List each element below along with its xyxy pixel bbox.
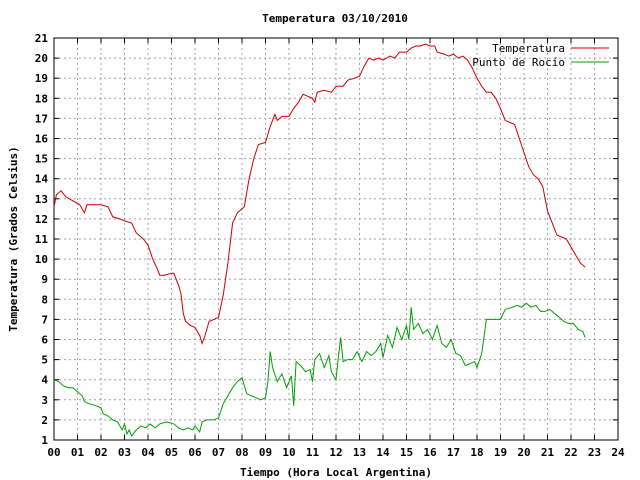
x-tick-label: 17 xyxy=(447,446,460,459)
x-tick-label: 15 xyxy=(400,446,413,459)
y-tick-label: 1 xyxy=(41,434,48,447)
x-axis-ticks: 00 01 02 03 04 05 06 07 08 09 10 11 12 13 14 15 16 17 18 19… xyxy=(47,38,625,459)
x-tick-label: 09 xyxy=(259,446,272,459)
y-tick-label: 13 xyxy=(35,193,48,206)
y-tick-label: 10 xyxy=(35,253,48,266)
x-tick-label: 06 xyxy=(188,446,202,459)
x-tick-label: 16 xyxy=(423,446,437,459)
x-tick-label: 07 xyxy=(212,446,225,459)
x-tick-label: 00 xyxy=(47,446,60,459)
y-tick-label: 20 xyxy=(35,52,48,65)
y-tick-label: 14 xyxy=(35,173,49,186)
x-tick-label: 12 xyxy=(329,446,342,459)
y-tick-label: 9 xyxy=(41,273,48,286)
y-tick-label: 2 xyxy=(41,414,48,427)
y-tick-label: 18 xyxy=(35,92,48,105)
y-tick-label: 11 xyxy=(35,233,49,246)
x-tick-label: 02 xyxy=(94,446,107,459)
x-tick-label: 21 xyxy=(541,446,555,459)
y-tick-label: 21 xyxy=(35,32,49,45)
y-tick-label: 19 xyxy=(35,72,48,85)
y-tick-label: 6 xyxy=(41,334,48,347)
legend-label-punto-de-rocio: Punto de Rocío xyxy=(472,56,565,69)
y-tick-label: 5 xyxy=(41,354,48,367)
y-tick-label: 16 xyxy=(35,133,49,146)
x-tick-label: 10 xyxy=(282,446,295,459)
x-tick-label: 08 xyxy=(235,446,248,459)
y-tick-label: 12 xyxy=(35,213,48,226)
x-tick-label: 18 xyxy=(470,446,483,459)
legend-label-temperatura: Temperatura xyxy=(492,42,565,55)
x-tick-label: 13 xyxy=(353,446,366,459)
x-tick-label: 03 xyxy=(118,446,131,459)
x-tick-label: 14 xyxy=(376,446,390,459)
chart-title: Temperatura 03/10/2010 xyxy=(262,12,408,25)
y-axis-label: Temperatura (Grados Celsius) xyxy=(7,146,20,331)
plot-frame xyxy=(53,37,619,441)
x-tick-label: 11 xyxy=(306,446,320,459)
y-tick-label: 15 xyxy=(35,153,48,166)
x-axis-label: Tiempo (Hora Local Argentina) xyxy=(240,466,432,479)
legend: Temperatura Punto de Rocío xyxy=(472,42,609,69)
y-tick-label: 17 xyxy=(35,112,48,125)
x-tick-label: 19 xyxy=(494,446,507,459)
series-line-punto-de-rocio xyxy=(53,302,586,438)
y-tick-label: 4 xyxy=(41,374,48,387)
x-tick-label: 23 xyxy=(588,446,601,459)
x-tick-label: 22 xyxy=(564,446,577,459)
x-tick-label: 01 xyxy=(71,446,85,459)
x-tick-label: 20 xyxy=(517,446,530,459)
x-tick-label: 05 xyxy=(165,446,178,459)
x-tick-label: 24 xyxy=(611,446,625,459)
grid xyxy=(54,38,618,440)
y-tick-label: 8 xyxy=(41,293,48,306)
x-tick-label: 04 xyxy=(141,446,155,459)
y-tick-label: 7 xyxy=(41,313,48,326)
series-line-temperatura xyxy=(53,43,586,346)
series-lines xyxy=(53,43,586,438)
y-tick-label: 3 xyxy=(41,394,48,407)
